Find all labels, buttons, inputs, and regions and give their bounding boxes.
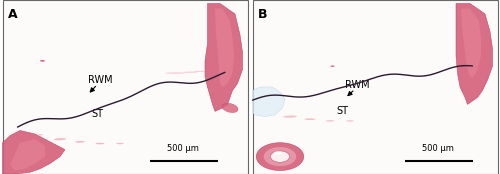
Ellipse shape bbox=[54, 138, 66, 140]
Ellipse shape bbox=[182, 72, 198, 73]
Polygon shape bbox=[252, 87, 285, 117]
Ellipse shape bbox=[346, 120, 354, 122]
Ellipse shape bbox=[304, 118, 316, 120]
Polygon shape bbox=[456, 3, 492, 104]
Text: A: A bbox=[8, 8, 17, 21]
Ellipse shape bbox=[116, 143, 124, 144]
Ellipse shape bbox=[270, 151, 289, 162]
Ellipse shape bbox=[326, 120, 334, 122]
Polygon shape bbox=[2, 130, 65, 174]
Ellipse shape bbox=[165, 72, 185, 74]
Polygon shape bbox=[205, 3, 242, 111]
Ellipse shape bbox=[222, 103, 238, 113]
Text: 500 μm: 500 μm bbox=[422, 144, 454, 153]
Text: RWM: RWM bbox=[88, 75, 112, 85]
FancyBboxPatch shape bbox=[2, 0, 248, 174]
Text: RWM: RWM bbox=[345, 80, 370, 90]
Text: B: B bbox=[258, 8, 267, 21]
Text: ST: ST bbox=[92, 109, 104, 119]
Ellipse shape bbox=[75, 141, 85, 143]
Ellipse shape bbox=[37, 134, 43, 136]
Polygon shape bbox=[461, 9, 481, 78]
Ellipse shape bbox=[256, 143, 304, 171]
Ellipse shape bbox=[194, 71, 206, 72]
Polygon shape bbox=[10, 139, 45, 171]
Ellipse shape bbox=[274, 151, 281, 155]
Polygon shape bbox=[215, 9, 234, 87]
FancyBboxPatch shape bbox=[252, 0, 498, 174]
Ellipse shape bbox=[264, 147, 296, 166]
Ellipse shape bbox=[40, 60, 45, 62]
Text: 500 μm: 500 μm bbox=[166, 144, 198, 153]
Ellipse shape bbox=[96, 143, 104, 144]
Ellipse shape bbox=[330, 66, 334, 67]
Text: ST: ST bbox=[336, 106, 348, 116]
Ellipse shape bbox=[283, 116, 297, 118]
